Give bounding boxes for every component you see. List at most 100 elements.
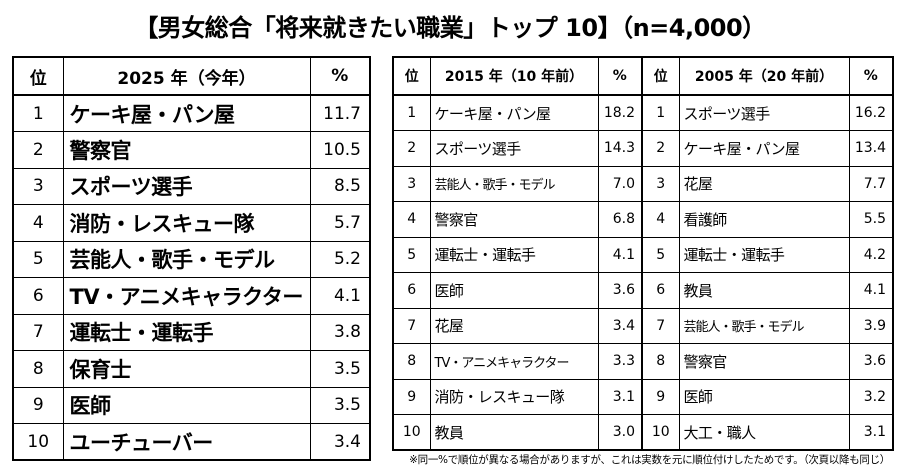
table-row: 7 花屋 3.4 7 芸能人・歌手・モデル 3.9 — [392, 307, 894, 344]
rank-cell: 8 — [641, 343, 680, 380]
column-header-percent: % — [597, 56, 643, 96]
percent-cell: 3.4 — [597, 307, 643, 344]
percent-cell: 13.4 — [848, 130, 894, 167]
rank-cell: 8 — [12, 350, 64, 388]
job-cell: 芸能人・歌手・モデル — [62, 240, 311, 278]
table-row: 9 消防・レスキュー隊 3.1 9 医師 3.2 — [392, 378, 894, 415]
job-cell: 花屋 — [678, 165, 850, 202]
rank-cell: 4 — [12, 204, 64, 242]
percent-cell: 4.1 — [309, 277, 371, 315]
table-row: 2 警察官 10.5 — [12, 131, 371, 169]
rank-cell: 4 — [392, 201, 431, 238]
rank-cell: 7 — [12, 313, 64, 351]
percent-cell: 3.6 — [597, 272, 643, 309]
column-header-percent: % — [309, 56, 371, 96]
job-cell: TV・アニメキャラクター — [429, 343, 599, 380]
job-cell: 保育士 — [62, 350, 311, 388]
percent-cell: 3.0 — [597, 414, 643, 451]
percent-cell: 6.8 — [597, 201, 643, 238]
percent-cell: 3.1 — [848, 414, 894, 451]
job-cell: 警察官 — [62, 131, 311, 169]
job-cell: ユーチューバー — [62, 423, 311, 461]
percent-cell: 8.5 — [309, 167, 371, 205]
column-header-year: 2025 年（今年） — [62, 56, 311, 96]
rank-cell: 7 — [392, 307, 431, 344]
percent-cell: 3.5 — [309, 386, 371, 424]
job-cell: 看護師 — [678, 201, 850, 238]
rank-cell: 4 — [641, 201, 680, 238]
percent-cell: 3.6 — [848, 343, 894, 380]
job-cell: 消防・レスキュー隊 — [429, 378, 599, 415]
table-header-row: 位 2015 年（10 年前） % 位 2005 年（20 年前） % — [392, 56, 894, 96]
job-cell: 医師 — [429, 272, 599, 309]
table-row: 4 警察官 6.8 4 看護師 5.5 — [392, 201, 894, 238]
rank-cell: 8 — [392, 343, 431, 380]
percent-cell: 5.7 — [309, 204, 371, 242]
rank-cell: 9 — [392, 378, 431, 415]
rank-cell: 1 — [392, 94, 431, 131]
job-cell: 運転士・運転手 — [429, 236, 599, 273]
percent-cell: 3.9 — [848, 307, 894, 344]
percent-cell: 4.1 — [848, 272, 894, 309]
footnote: ※同一%で順位が異なる場合がありますが、これは実数を元に順位付けしたためです。（… — [409, 454, 890, 466]
rank-cell: 3 — [392, 165, 431, 202]
column-header-rank: 位 — [392, 56, 431, 96]
percent-cell: 3.5 — [309, 350, 371, 388]
job-cell: 医師 — [62, 386, 311, 424]
job-cell: 警察官 — [429, 201, 599, 238]
percent-cell: 11.7 — [309, 94, 371, 132]
job-cell: 教員 — [429, 414, 599, 451]
rank-cell: 9 — [12, 386, 64, 424]
percent-cell: 10.5 — [309, 131, 371, 169]
job-cell: 医師 — [678, 378, 850, 415]
ranking-table-past: 位 2015 年（10 年前） % 位 2005 年（20 年前） % 1 ケーキ… — [392, 56, 894, 451]
job-cell: 花屋 — [429, 307, 599, 344]
percent-cell: 3.8 — [309, 313, 371, 351]
table-row: 10 ユーチューバー 3.4 — [12, 423, 371, 461]
column-header-rank: 位 — [12, 56, 64, 96]
rank-cell: 5 — [12, 240, 64, 278]
job-cell: 芸能人・歌手・モデル — [429, 165, 599, 202]
table-row: 6 医師 3.6 6 教員 4.1 — [392, 272, 894, 309]
percent-cell: 4.1 — [597, 236, 643, 273]
job-cell: ケーキ屋・パン屋 — [429, 94, 599, 131]
job-cell: 教員 — [678, 272, 850, 309]
rank-cell: 3 — [12, 167, 64, 205]
table-header-row: 位 2025 年（今年） % — [12, 56, 371, 96]
table-row: 10 教員 3.0 10 大工・職人 3.1 — [392, 414, 894, 451]
rank-cell: 2 — [641, 130, 680, 167]
table-row: 3 芸能人・歌手・モデル 7.0 3 花屋 7.7 — [392, 165, 894, 202]
table-row: 3 スポーツ選手 8.5 — [12, 167, 371, 205]
table-row: 2 スポーツ選手 14.3 2 ケーキ屋・パン屋 13.4 — [392, 130, 894, 167]
table-row: 1 ケーキ屋・パン屋 18.2 1 スポーツ選手 16.2 — [392, 94, 894, 131]
job-cell: スポーツ選手 — [678, 94, 850, 131]
job-cell: TV・アニメキャラクター — [62, 277, 311, 315]
rank-cell: 5 — [641, 236, 680, 273]
job-cell: 消防・レスキュー隊 — [62, 204, 311, 242]
job-cell: スポーツ選手 — [429, 130, 599, 167]
percent-cell: 3.3 — [597, 343, 643, 380]
rank-cell: 6 — [641, 272, 680, 309]
column-header-percent: % — [848, 56, 894, 96]
rank-cell: 3 — [641, 165, 680, 202]
percent-cell: 5.5 — [848, 201, 894, 238]
job-cell: ケーキ屋・パン屋 — [678, 130, 850, 167]
percent-cell: 3.1 — [597, 378, 643, 415]
percent-cell: 7.0 — [597, 165, 643, 202]
ranking-table-2025: 位 2025 年（今年） % 1 ケーキ屋・パン屋 11.7 2 警察官 10.5 3 スポー… — [12, 56, 371, 461]
table-row: 8 TV・アニメキャラクター 3.3 8 警察官 3.6 — [392, 343, 894, 380]
table-row: 4 消防・レスキュー隊 5.7 — [12, 204, 371, 242]
rank-cell: 2 — [392, 130, 431, 167]
job-cell: 芸能人・歌手・モデル — [678, 307, 850, 344]
job-cell: 運転士・運転手 — [678, 236, 850, 273]
table-row: 9 医師 3.5 — [12, 386, 371, 424]
job-cell: 警察官 — [678, 343, 850, 380]
rank-cell: 1 — [641, 94, 680, 131]
rank-cell: 7 — [641, 307, 680, 344]
column-header-year: 2005 年（20 年前） — [678, 56, 850, 96]
table-row: 8 保育士 3.5 — [12, 350, 371, 388]
rank-cell: 2 — [12, 131, 64, 169]
job-cell: スポーツ選手 — [62, 167, 311, 205]
column-header-year: 2015 年（10 年前） — [429, 56, 599, 96]
chart-title: 【男女総合「将来就きたい職業」トップ 10】（n=4,000） — [134, 14, 766, 42]
